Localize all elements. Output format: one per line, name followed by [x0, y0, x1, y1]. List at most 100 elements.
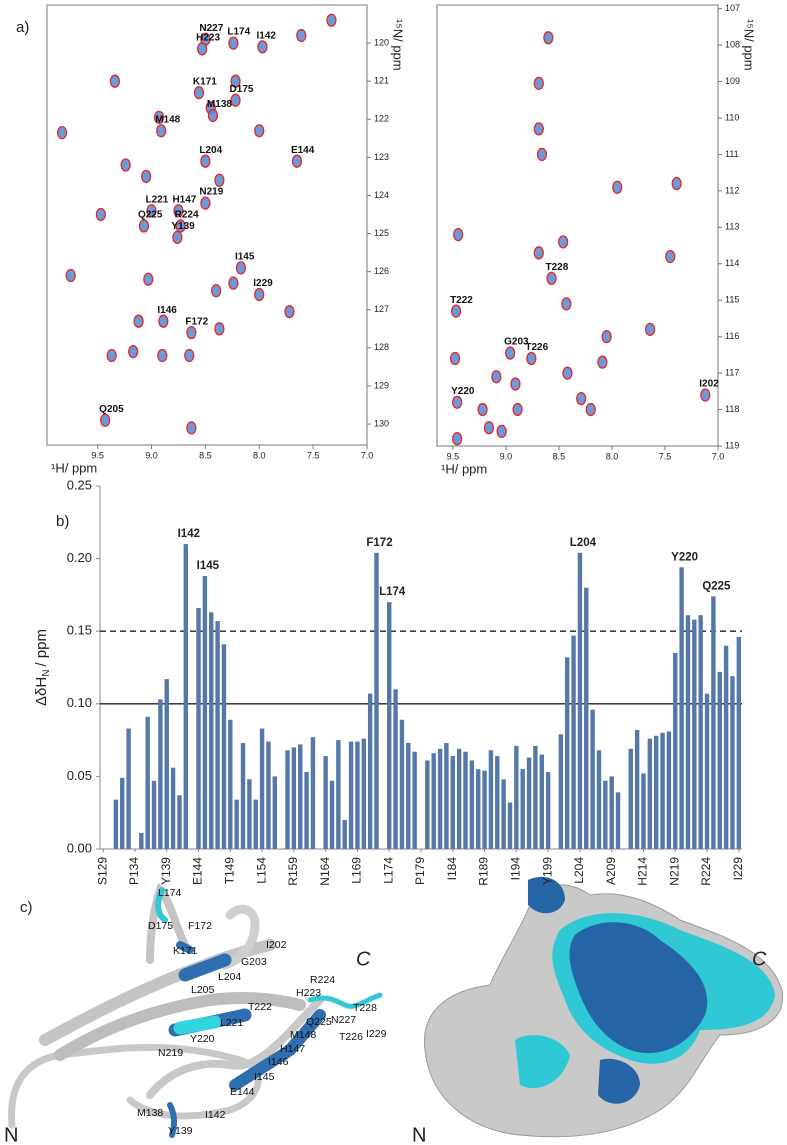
- residue-label: H223: [296, 987, 321, 999]
- y-tick-label: 130: [374, 418, 389, 428]
- y-tick-label: 0.25: [67, 477, 92, 492]
- peak-label: I202: [699, 379, 719, 390]
- residue-label: I202: [266, 939, 287, 951]
- peak: [184, 348, 195, 363]
- bar: [476, 769, 481, 849]
- peak: [597, 355, 608, 369]
- peak-label: Y139: [171, 221, 195, 232]
- bar: [298, 744, 303, 849]
- y-axis-title: ΔδHN / ppm: [33, 629, 52, 706]
- x-tick-label: H214: [636, 857, 650, 886]
- bar: [399, 719, 405, 849]
- bar: [666, 731, 672, 849]
- peak-label: I229: [253, 278, 273, 289]
- peak: [558, 235, 569, 249]
- bar: [469, 760, 475, 849]
- residue-label: N219: [158, 1047, 183, 1059]
- peak: [153, 110, 165, 125]
- residue-label: I145: [254, 1071, 275, 1083]
- bar: [253, 799, 258, 849]
- bar: [196, 607, 201, 849]
- peak: [671, 176, 682, 191]
- peak: [546, 271, 557, 285]
- bar: [151, 780, 157, 849]
- residue-label: T226: [339, 1031, 363, 1043]
- n-terminus: N: [412, 1124, 426, 1145]
- bar: [495, 756, 500, 849]
- bar: [653, 735, 659, 849]
- x-tick-label: 9.5: [447, 451, 460, 461]
- y-tick-label: 112: [725, 185, 739, 195]
- peak: [100, 413, 111, 427]
- bar: [584, 587, 589, 849]
- peak: [143, 272, 154, 286]
- peak: [56, 125, 68, 140]
- bar: [209, 612, 214, 849]
- bar: [450, 756, 455, 849]
- peak-label: I146: [157, 305, 177, 316]
- peak: [228, 276, 239, 290]
- peak: [700, 388, 711, 402]
- bar: [266, 741, 271, 849]
- peak: [257, 40, 268, 54]
- bar: [456, 748, 462, 849]
- y-tick-label: 121: [374, 76, 389, 86]
- x-tick-label: 8.0: [606, 451, 619, 461]
- c-terminus: C: [752, 948, 767, 970]
- x-tick-label: Y139: [159, 857, 173, 885]
- bar: [444, 743, 449, 849]
- bar: [285, 750, 290, 849]
- peak: [207, 108, 219, 123]
- bar: [641, 773, 646, 849]
- peak-label: Y220: [451, 386, 475, 397]
- x-tick-label: 9.0: [500, 451, 513, 461]
- y-tick-label: 115: [725, 295, 739, 305]
- peak: [505, 346, 516, 360]
- peak: [533, 76, 544, 91]
- peak-label: L221: [146, 194, 169, 205]
- panel-label: b): [56, 513, 69, 530]
- residue-label: K171: [173, 945, 198, 957]
- residue-label: F172: [188, 920, 212, 932]
- peak: [197, 42, 208, 56]
- peak: [665, 249, 676, 264]
- peak-label: T226: [525, 342, 548, 353]
- bar: [520, 769, 525, 849]
- residue-label: D175: [148, 920, 173, 932]
- peak: [576, 391, 587, 406]
- residue-label: E144: [230, 1086, 255, 1098]
- bar: [393, 689, 398, 849]
- peak-label: F172: [185, 316, 208, 327]
- peak: [291, 154, 303, 168]
- peak: [211, 284, 222, 298]
- residue-label: L174: [158, 887, 182, 899]
- y-tick-label: 119: [725, 440, 739, 450]
- peak: [200, 154, 211, 168]
- x-tick-label: R159: [286, 857, 300, 886]
- bar: [711, 596, 716, 849]
- bar: [113, 799, 119, 849]
- peak: [200, 196, 211, 210]
- bar: [545, 772, 551, 849]
- peak: [526, 351, 537, 366]
- x-tick-label: A209: [604, 857, 618, 885]
- residue-label: T222: [248, 1001, 272, 1013]
- residue-label: I146: [268, 1056, 289, 1068]
- y-axis-title-part: ΔδH: [33, 677, 50, 706]
- residue-label: L221: [220, 1017, 244, 1029]
- y-tick-label: 120: [374, 37, 389, 47]
- bar: [514, 745, 519, 849]
- x-axis-title: ¹H/ ppm: [51, 460, 97, 475]
- residue-label: I229: [366, 1028, 387, 1040]
- x-tick-label: 7.0: [361, 450, 374, 460]
- bar: [482, 770, 487, 849]
- residue-label: Q225: [306, 1016, 332, 1028]
- peak: [157, 348, 168, 363]
- y-tick-label: 109: [725, 76, 740, 86]
- x-tick-label: 7.5: [307, 450, 320, 460]
- x-tick-label: 9.0: [145, 450, 158, 460]
- peak: [138, 219, 150, 233]
- peak: [173, 204, 184, 218]
- bar: [698, 615, 703, 849]
- bar: [571, 635, 576, 849]
